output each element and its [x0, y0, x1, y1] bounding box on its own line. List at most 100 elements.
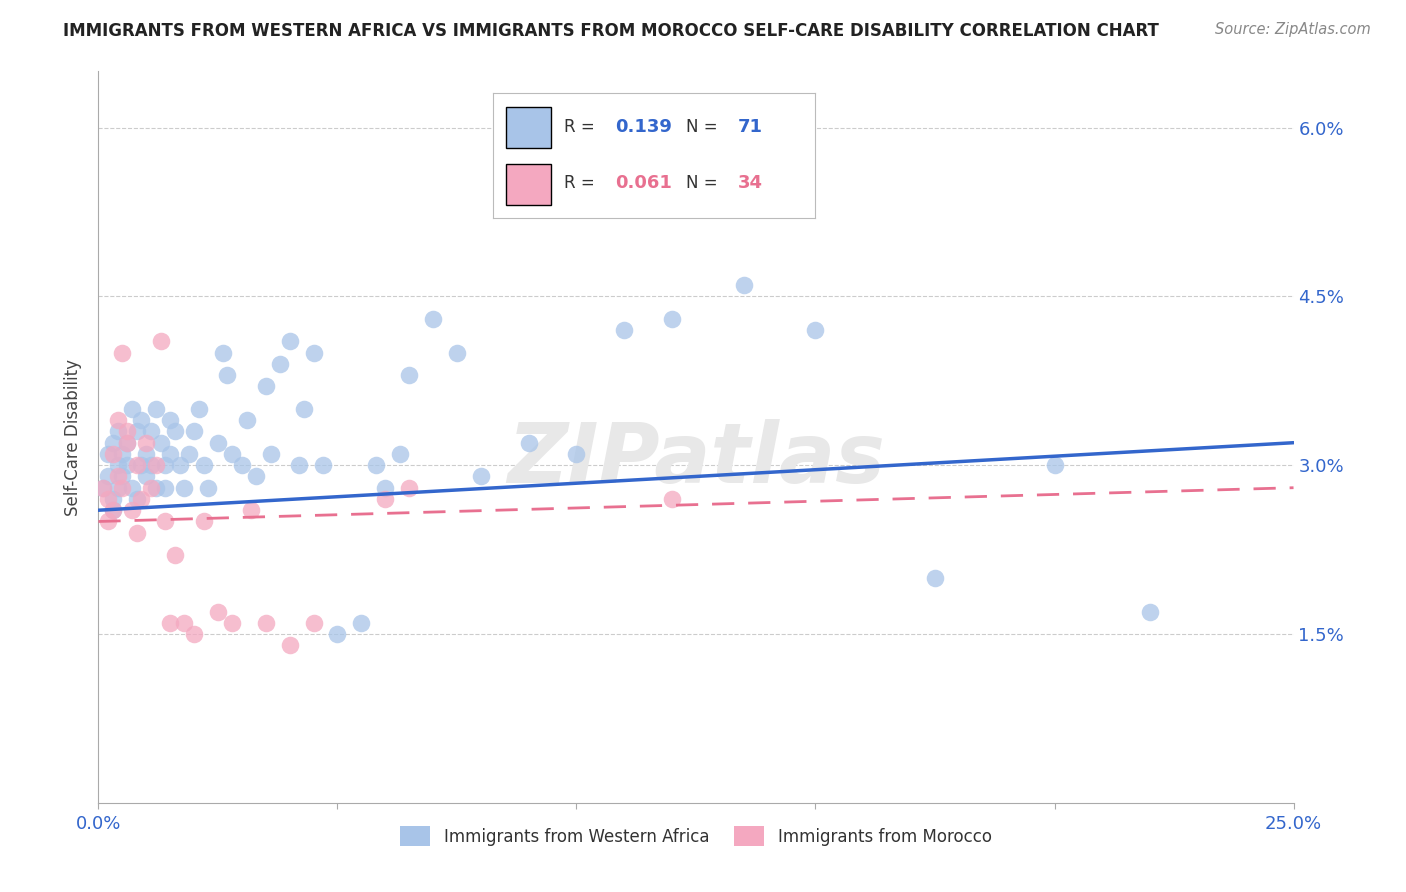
Point [374, 481, 396, 495]
Point [107, 458, 129, 473]
Text: Source: ZipAtlas.com: Source: ZipAtlas.com [1215, 22, 1371, 37]
Point [1139, 605, 1161, 619]
Point [193, 515, 215, 529]
Point [125, 458, 148, 473]
Point [804, 323, 827, 337]
Point [111, 447, 134, 461]
Point [187, 401, 209, 416]
Point [565, 447, 588, 461]
Point [269, 357, 291, 371]
Text: IMMIGRANTS FROM WESTERN AFRICA VS IMMIGRANTS FROM MOROCCO SELF-CARE DISABILITY C: IMMIGRANTS FROM WESTERN AFRICA VS IMMIGR… [63, 22, 1159, 40]
Point [121, 401, 143, 416]
Point [254, 615, 277, 630]
Point [139, 425, 162, 439]
Point [101, 503, 124, 517]
Point [221, 615, 243, 630]
Point [101, 503, 124, 517]
Point [91, 481, 114, 495]
Point [135, 447, 157, 461]
Point [111, 469, 134, 483]
Point [470, 469, 492, 483]
Point [173, 615, 195, 630]
Point [374, 491, 396, 506]
Point [97, 447, 120, 461]
Point [613, 323, 636, 337]
Point [135, 435, 157, 450]
Point [155, 458, 177, 473]
Point [155, 515, 177, 529]
Point [145, 401, 167, 416]
Point [302, 615, 325, 630]
Point [398, 481, 420, 495]
Point [145, 481, 167, 495]
Point [169, 458, 191, 473]
Point [183, 627, 205, 641]
Point [292, 401, 315, 416]
Point [121, 503, 143, 517]
Point [217, 368, 239, 383]
Point [302, 345, 325, 359]
Point [97, 469, 120, 483]
Point [107, 425, 129, 439]
Point [235, 413, 257, 427]
Point [231, 458, 253, 473]
Text: ZIPatlas: ZIPatlas [508, 418, 884, 500]
Point [139, 458, 162, 473]
Point [245, 469, 267, 483]
Point [115, 435, 138, 450]
Point [111, 481, 134, 495]
Point [125, 525, 148, 540]
Point [446, 345, 468, 359]
Point [661, 312, 683, 326]
Point [131, 458, 153, 473]
Point [111, 345, 134, 359]
Point [259, 447, 281, 461]
Point [159, 447, 181, 461]
Point [155, 481, 177, 495]
Point [149, 435, 172, 450]
Point [398, 368, 420, 383]
Point [135, 469, 157, 483]
Point [1043, 458, 1066, 473]
Point [517, 435, 540, 450]
Point [159, 413, 181, 427]
Point [197, 481, 219, 495]
Point [131, 491, 153, 506]
Point [97, 515, 120, 529]
Point [221, 447, 243, 461]
Point [125, 491, 148, 506]
Point [115, 425, 138, 439]
Point [125, 425, 148, 439]
Legend: Immigrants from Western Africa, Immigrants from Morocco: Immigrants from Western Africa, Immigran… [394, 820, 998, 853]
Point [101, 491, 124, 506]
Y-axis label: Self-Care Disability: Self-Care Disability [65, 359, 83, 516]
Point [115, 435, 138, 450]
Point [115, 458, 138, 473]
Point [107, 469, 129, 483]
Point [211, 345, 233, 359]
Point [163, 425, 186, 439]
Point [364, 458, 387, 473]
Point [131, 413, 153, 427]
Point [278, 638, 301, 652]
Point [145, 458, 167, 473]
Point [173, 481, 195, 495]
Point [159, 615, 181, 630]
Point [207, 605, 229, 619]
Point [388, 447, 411, 461]
Point [101, 447, 124, 461]
Point [139, 481, 162, 495]
Point [97, 491, 120, 506]
Point [240, 503, 263, 517]
Point [207, 435, 229, 450]
Point [193, 458, 215, 473]
Point [183, 425, 205, 439]
Point [107, 413, 129, 427]
Point [278, 334, 301, 349]
Point [288, 458, 311, 473]
Point [91, 481, 114, 495]
Point [312, 458, 335, 473]
Point [661, 491, 683, 506]
Point [733, 278, 755, 293]
Point [326, 627, 349, 641]
